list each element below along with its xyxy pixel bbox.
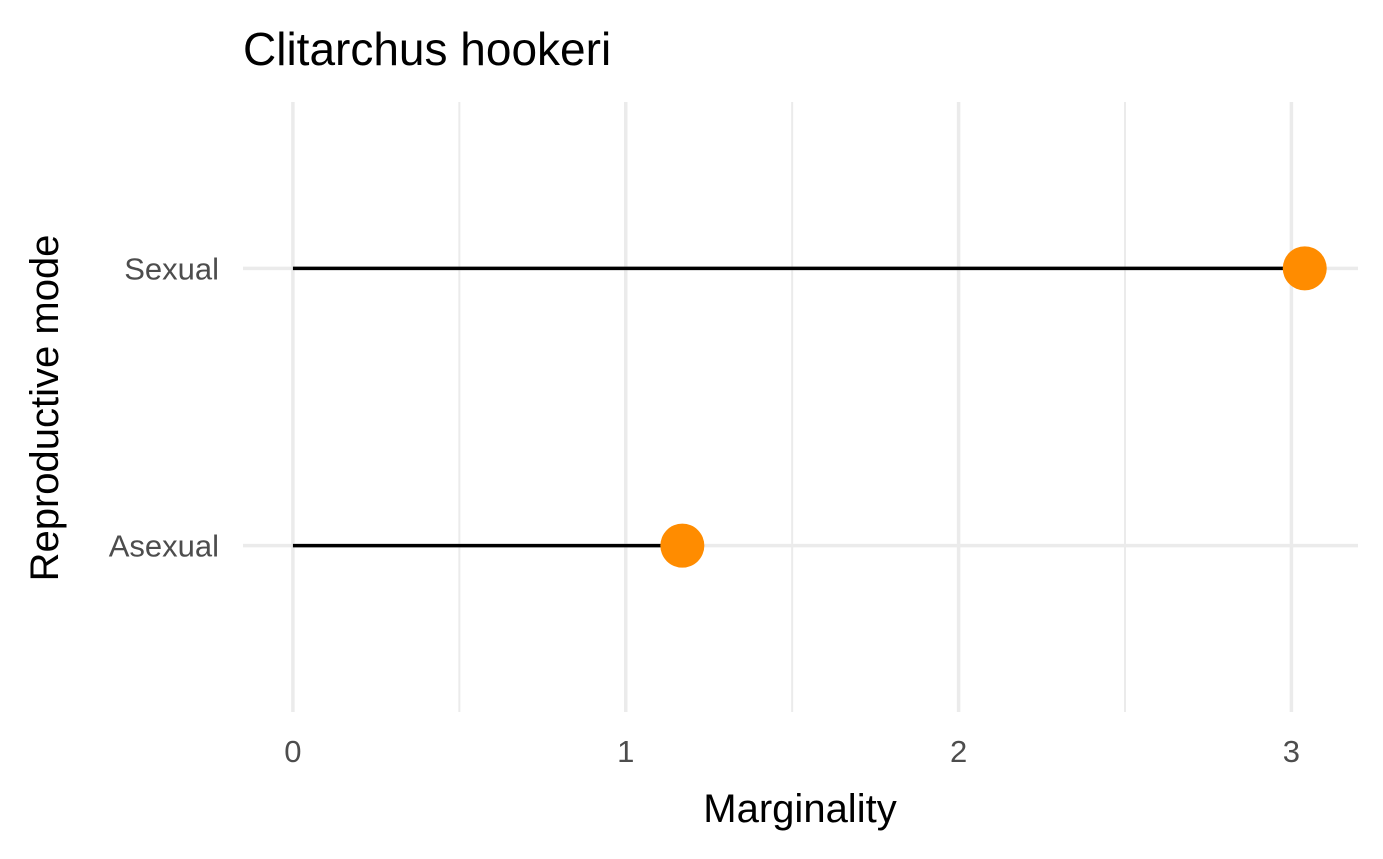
y-axis-title: Reproductive mode <box>23 235 67 582</box>
x-tick-label: 0 <box>284 734 301 769</box>
lollipop-point-asexual <box>660 523 705 568</box>
grid-layer <box>243 102 1358 712</box>
marks-layer <box>292 246 1327 568</box>
x-tick-label: 3 <box>1283 734 1300 769</box>
tick-labels-layer: 0 1 2 3 Asexual Sexual <box>109 251 1300 769</box>
x-tick-label: 1 <box>617 734 634 769</box>
x-axis-title: Marginality <box>703 787 896 831</box>
x-tick-label: 2 <box>950 734 967 769</box>
y-tick-label: Sexual <box>124 251 219 286</box>
y-tick-label: Asexual <box>109 529 219 564</box>
lollipop-point-sexual <box>1282 246 1327 291</box>
chart-title: Clitarchus hookeri <box>243 23 611 75</box>
